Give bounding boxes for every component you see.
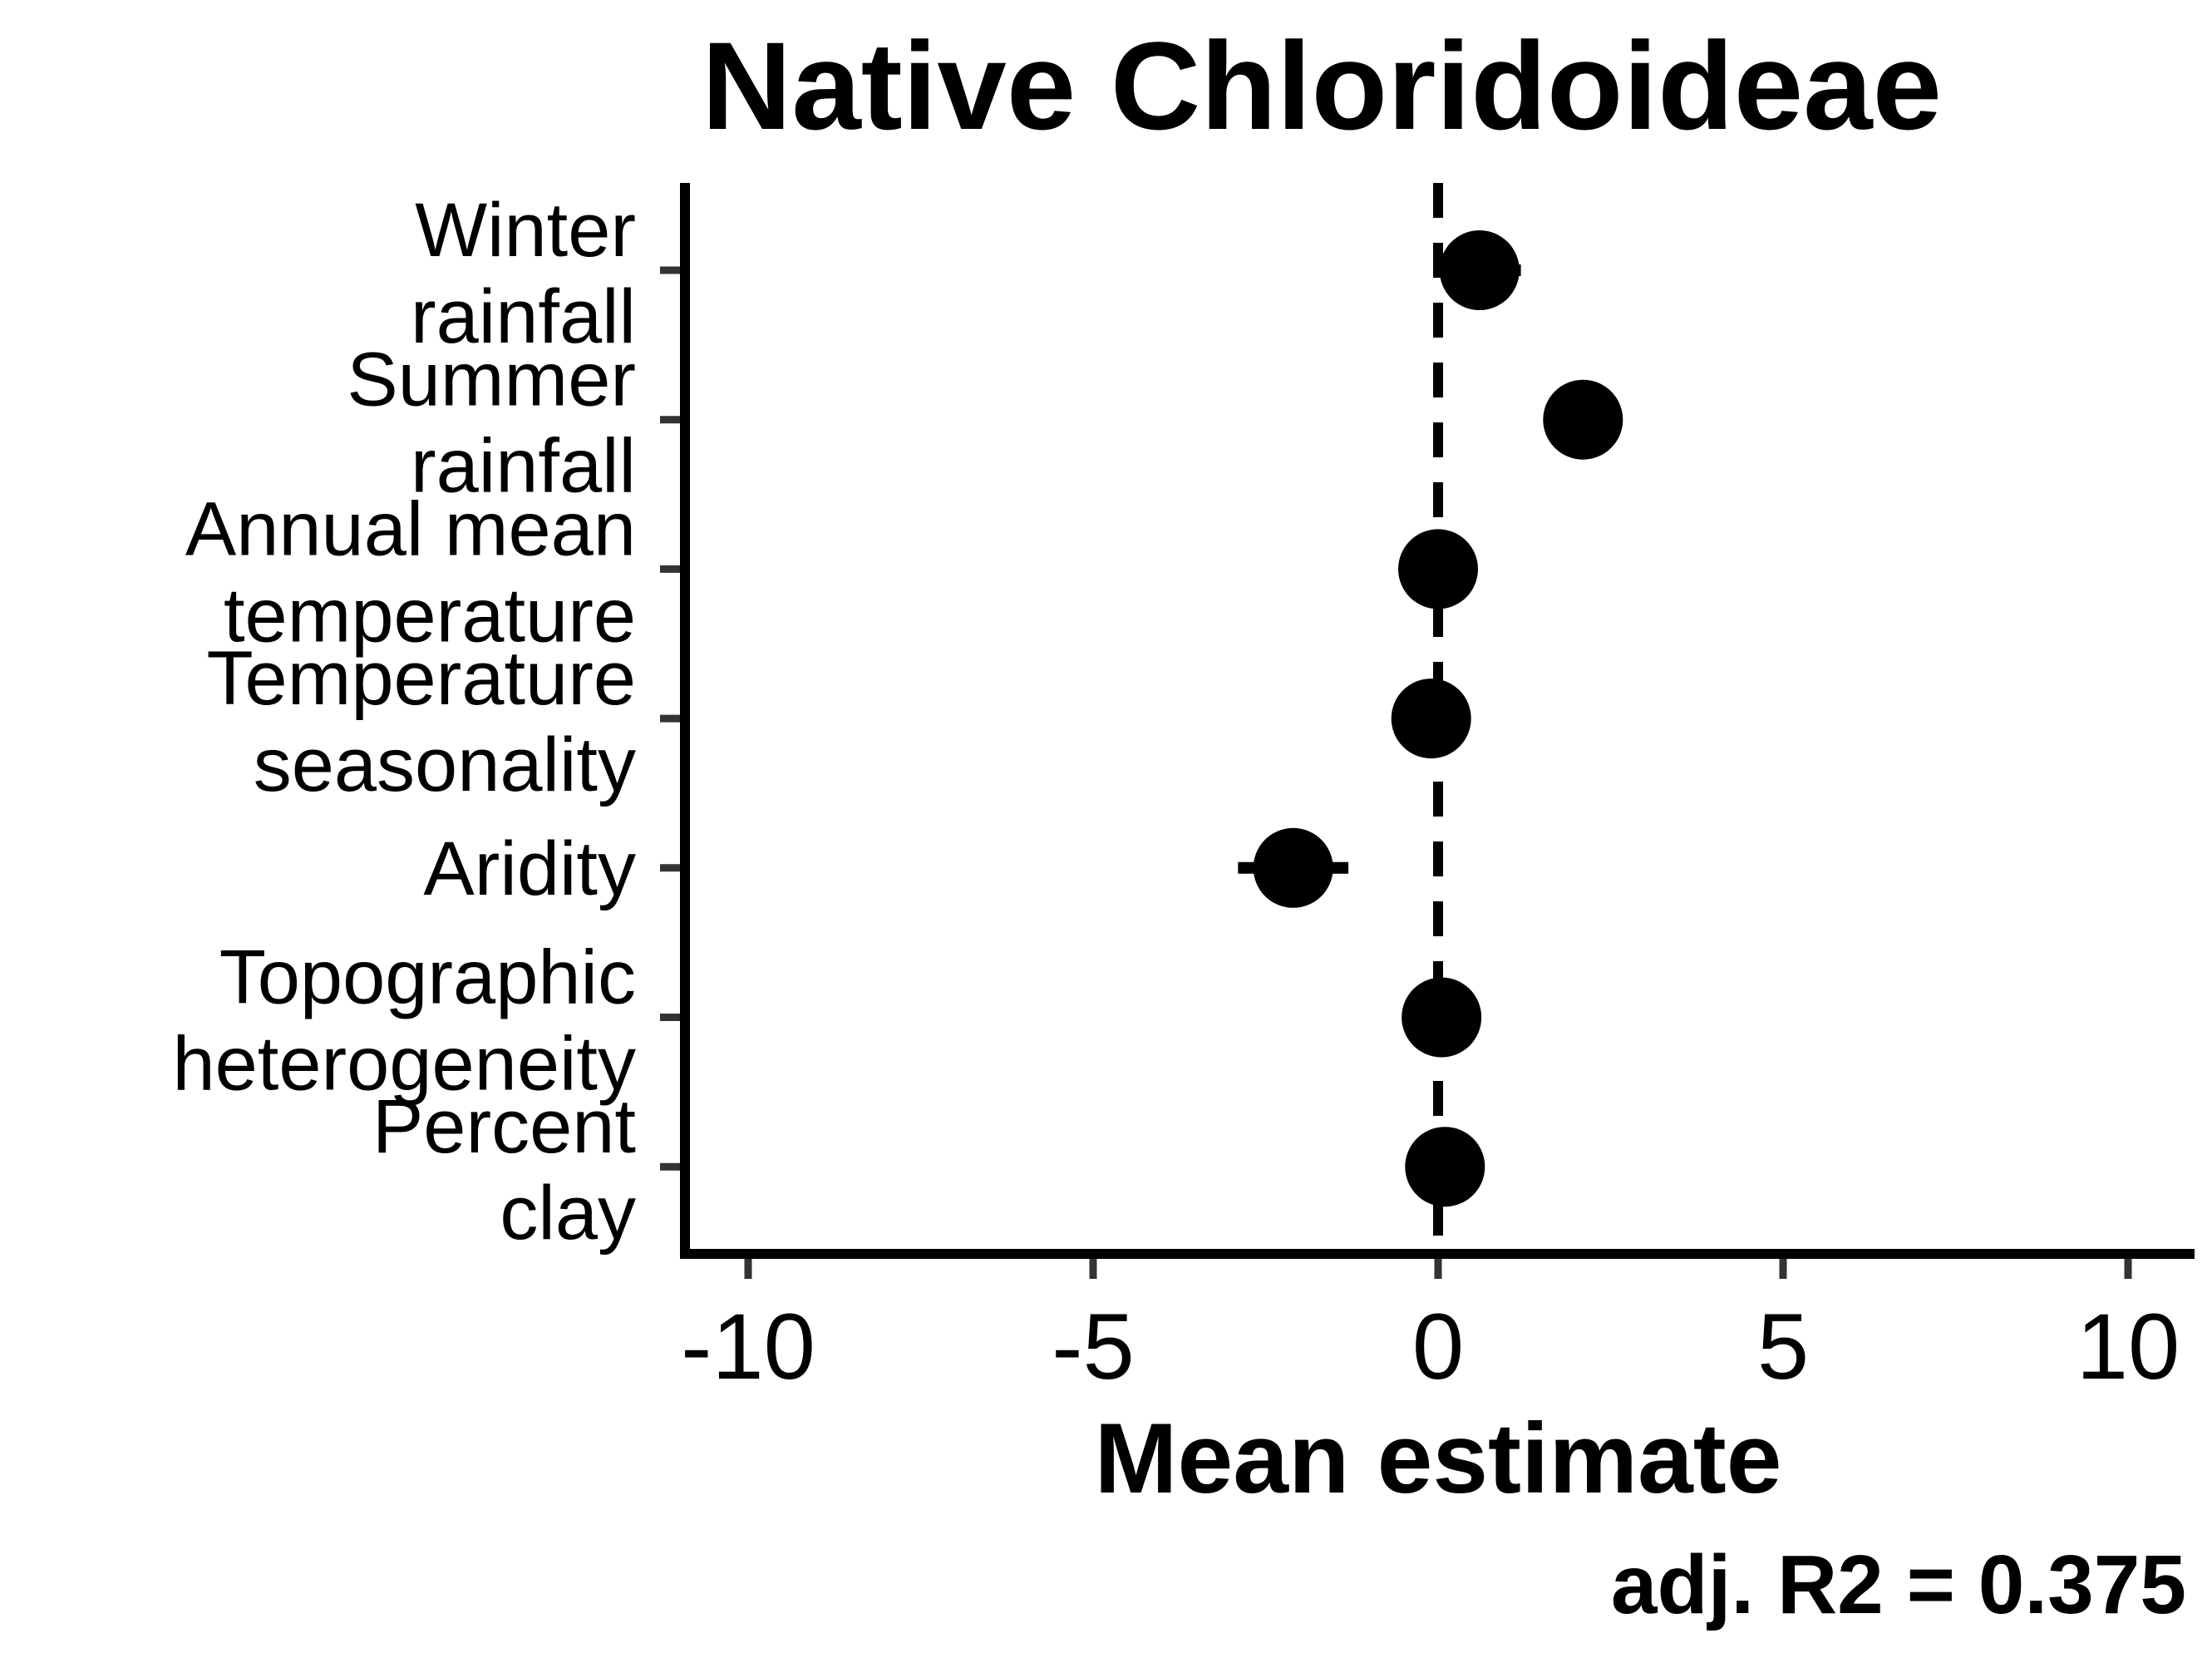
estimate-point [1398, 529, 1478, 609]
y-tick-label: Percent clay [372, 1084, 636, 1256]
x-tick-label: 5 [1757, 1295, 1809, 1399]
estimate-point [1253, 827, 1333, 908]
estimate-point [1543, 379, 1623, 460]
x-tick-label: -5 [1052, 1295, 1135, 1399]
x-axis-label: Mean estimate [1095, 1403, 1782, 1514]
y-tick-label: Topographic heterogeneity [172, 935, 636, 1107]
y-tick-label: Temperature seasonality [207, 636, 636, 807]
y-tick-label: Aridity [423, 827, 636, 911]
estimate-point [1439, 230, 1520, 310]
x-tick-label: 0 [1412, 1295, 1464, 1399]
estimate-point [1391, 678, 1471, 759]
estimate-point [1402, 977, 1482, 1058]
x-tick-label: 10 [2077, 1295, 2180, 1399]
y-tick-label: Annual mean temperature [185, 486, 636, 658]
y-tick-label: Summer rainfall [347, 338, 636, 509]
y-tick-label: Winter rainfall [411, 188, 636, 359]
r2-annotation: adj. R2 = 0.375 [1611, 1538, 2186, 1631]
x-tick-label: -10 [681, 1295, 815, 1399]
chart-title: Native Chloridoideae [702, 16, 1942, 155]
estimate-point [1405, 1127, 1485, 1207]
